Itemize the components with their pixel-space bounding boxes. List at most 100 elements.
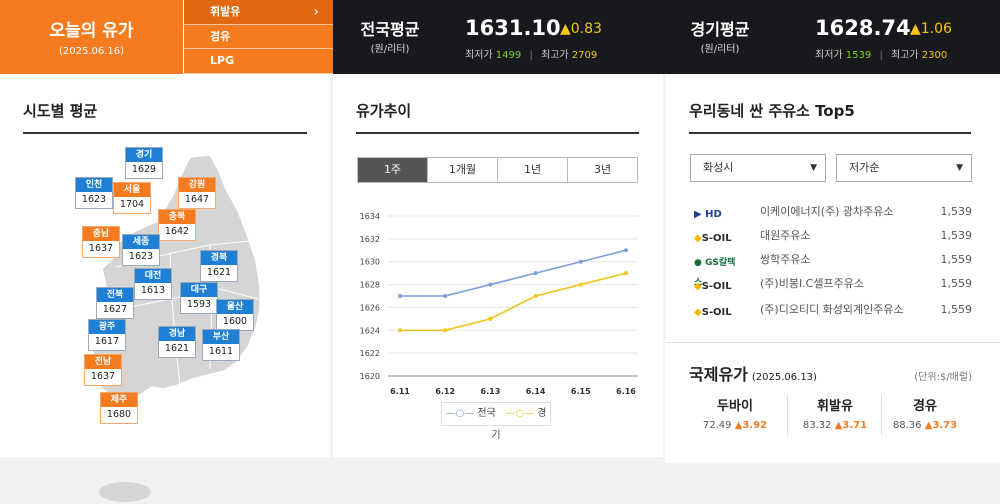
- intl-item-values: 88.36 ▲3.73: [879, 420, 971, 431]
- region-value: 1704: [119, 199, 145, 210]
- chart-legend: —○— 전국 —○— 경기: [441, 402, 551, 441]
- intl-item-values: 72.49 ▲3.92: [689, 420, 781, 431]
- panel-title: 시도별 평균: [23, 102, 98, 120]
- region-chip[interactable]: 대구 1593: [180, 282, 218, 314]
- region-name: 광주: [89, 320, 125, 334]
- station-row[interactable]: ◆S-OIL 대원주유소 1,539: [690, 226, 972, 246]
- data-point: [624, 271, 628, 276]
- region-value: 1613: [140, 285, 166, 296]
- region-value: 1621: [164, 343, 190, 354]
- station-row[interactable]: ◆S-OIL (주)비봉I.C셀프주유소 1,559: [690, 274, 972, 294]
- cheap-station-panel: 우리동네 싼 주유소 Top5 화성시 ▼ 저가순 ▼ ▶ HD 이케이에너지(…: [666, 74, 1000, 342]
- region-chip[interactable]: 부산 1611: [202, 329, 240, 361]
- region-chip[interactable]: 충남 1637: [82, 226, 120, 258]
- region-chip[interactable]: 울산 1600: [216, 299, 254, 331]
- region-name: 서울: [114, 183, 150, 197]
- station-name[interactable]: 대원주유소: [760, 229, 811, 242]
- data-point: [488, 316, 493, 321]
- national-unit: (원/리터): [370, 44, 410, 55]
- region-value: 1623: [81, 194, 107, 205]
- max-label: 최고가: [541, 50, 569, 61]
- s-oil-logo-icon: ◆S-OIL: [694, 233, 732, 244]
- national-min-max: 최저가 1499 | 최고가 2709: [465, 46, 597, 61]
- region-chip[interactable]: 서울 1704: [113, 182, 151, 214]
- region-chip[interactable]: 제주 1680: [100, 392, 138, 424]
- station-name[interactable]: (주)디오티디 화성외계인주유소: [760, 303, 904, 316]
- region-value: 1617: [94, 336, 120, 347]
- region-name: 대전: [135, 269, 171, 283]
- y-tick-label: 1632: [360, 235, 380, 244]
- jeju-island: [99, 482, 151, 502]
- fuel-tab-diesel[interactable]: 경유: [183, 24, 333, 50]
- region-chip[interactable]: 충북 1642: [158, 209, 196, 241]
- region-name: 전북: [97, 288, 133, 302]
- intl-item-values: 83.32 ▲3.71: [789, 420, 881, 431]
- fuel-tab-lpg[interactable]: LPG: [183, 49, 333, 74]
- legend-label-national: 전국: [477, 408, 496, 419]
- y-tick-label: 1620: [360, 372, 380, 381]
- region-value: 1680: [106, 409, 132, 420]
- intl-item-change: ▲3.71: [834, 420, 868, 431]
- data-point: [488, 282, 493, 287]
- y-tick-label: 1624: [360, 326, 380, 335]
- fuel-tab-label: LPG: [210, 54, 235, 68]
- station-row[interactable]: ▶ HD 이케이에너지(주) 광차주유소 1,539: [690, 202, 972, 222]
- region-chip[interactable]: 강원 1647: [178, 177, 216, 209]
- station-name[interactable]: 쌍학주유소: [760, 253, 811, 266]
- period-tab-1m[interactable]: 1개월: [427, 158, 497, 182]
- data-point: [533, 294, 538, 298]
- region-name: 인천: [76, 178, 112, 192]
- gyeonggi-change: ▲1.06: [910, 21, 952, 37]
- region-name: 울산: [217, 300, 253, 314]
- y-tick-label: 1626: [360, 303, 380, 312]
- station-name[interactable]: (주)비봉I.C셀프주유소: [760, 277, 864, 290]
- intl-title-text: 국제유가: [689, 365, 748, 384]
- x-tick-label: 6.12: [435, 387, 455, 396]
- region-chip[interactable]: 경북 1621: [200, 250, 238, 282]
- top-bar: 오늘의 유가 (2025.06.16) 휘발유 › 경유 LPG 전국평균 (원…: [0, 0, 1000, 74]
- intl-item-name: 경유: [913, 399, 937, 414]
- gyeonggi-min-max: 최저가 1539 | 최고가 2300: [815, 46, 947, 61]
- region-value: 1593: [186, 299, 212, 310]
- region-chip[interactable]: 경기 1629: [125, 147, 163, 179]
- region-name: 대구: [181, 283, 217, 297]
- x-tick-label: 6.15: [571, 387, 591, 396]
- region-value: 1642: [164, 226, 190, 237]
- station-row[interactable]: ● GS칼텍스 쌍학주유소 1,559: [690, 250, 973, 288]
- caret-down-icon: ▼: [810, 163, 817, 173]
- min-label: 최저가: [465, 50, 493, 61]
- region-chip[interactable]: 광주 1617: [88, 319, 126, 351]
- max-value: 2709: [571, 50, 598, 61]
- today-title: 오늘의 유가: [49, 21, 134, 41]
- station-row[interactable]: ◆S-OIL (주)디오티디 화성외계인주유소 1,559: [690, 300, 972, 320]
- period-tab-3y[interactable]: 3년: [567, 158, 637, 182]
- period-tab-1w[interactable]: 1주: [358, 158, 427, 182]
- region-select[interactable]: 화성시 ▼: [690, 154, 826, 182]
- fuel-type-tabs: 휘발유 › 경유 LPG: [183, 0, 333, 74]
- caret-down-icon: ▼: [956, 163, 963, 173]
- station-name[interactable]: 이케이에너지(주) 광차주유소: [760, 205, 894, 218]
- region-chip[interactable]: 인천 1623: [75, 177, 113, 209]
- period-tab-1y[interactable]: 1년: [497, 158, 567, 182]
- data-point: [533, 271, 538, 276]
- region-chip[interactable]: 전남 1637: [84, 354, 122, 386]
- fuel-tab-gasoline[interactable]: 휘발유 ›: [183, 0, 333, 25]
- national-change: ▲0.83: [560, 21, 602, 37]
- data-point: [578, 282, 583, 287]
- region-chip[interactable]: 전북 1627: [96, 287, 134, 319]
- station-price: 1,539: [940, 229, 973, 242]
- region-chip[interactable]: 세종 1623: [122, 234, 160, 266]
- min-value: 1539: [845, 50, 872, 61]
- panel-title: 유가추이: [356, 102, 412, 120]
- intl-item-change: ▲3.92: [734, 420, 768, 431]
- region-select-value: 화성시: [703, 161, 734, 174]
- region-chip[interactable]: 대전 1613: [134, 268, 172, 300]
- chevron-right-icon: ›: [313, 4, 319, 20]
- region-value: 1627: [102, 304, 128, 315]
- region-chip[interactable]: 경남 1621: [158, 326, 196, 358]
- intl-date: (2025.06.13): [751, 372, 817, 383]
- sort-select[interactable]: 저가순 ▼: [836, 154, 972, 182]
- trend-line-chart: 1620 1622 1624 1626 1628 1630 1632 1634 6.11 6.12…: [360, 212, 638, 396]
- station-price: 1,559: [940, 253, 973, 266]
- gyeonggi-label: 경기평균: [690, 20, 750, 39]
